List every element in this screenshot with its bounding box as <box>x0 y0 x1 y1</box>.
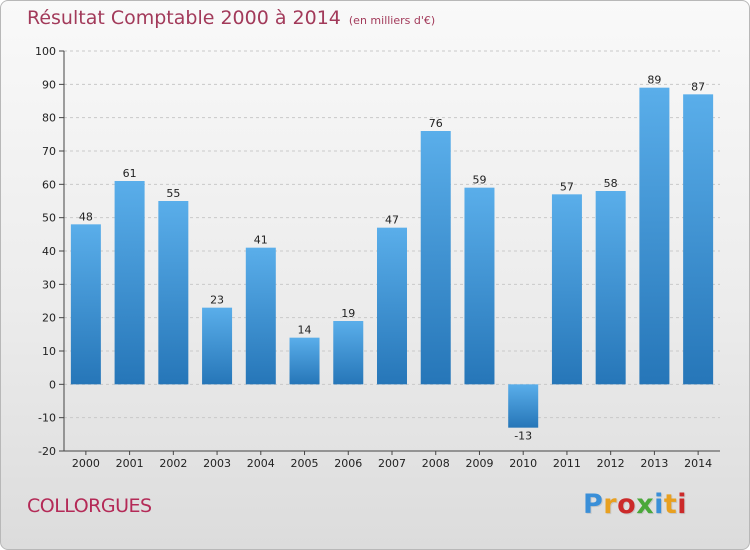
bar <box>158 201 189 385</box>
x-tick-label: 2013 <box>640 457 668 470</box>
brand-letter: t <box>663 489 678 520</box>
data-label: -13 <box>514 430 532 443</box>
x-tick-label: 2000 <box>72 457 100 470</box>
bar <box>595 191 626 385</box>
y-tick-label: 0 <box>49 378 56 391</box>
x-tick-label: 2007 <box>378 457 406 470</box>
bar <box>464 187 495 385</box>
x-tick-label: 2012 <box>597 457 625 470</box>
bar <box>333 321 364 385</box>
data-label: 19 <box>341 307 355 320</box>
data-label: 47 <box>385 214 399 227</box>
bar <box>420 131 451 385</box>
data-label: 87 <box>691 80 705 93</box>
y-tick-label: 50 <box>42 212 56 225</box>
data-label: 59 <box>472 174 486 187</box>
y-tick-label: 90 <box>42 78 56 91</box>
brand-letter: i <box>654 489 664 520</box>
x-tick-label: 2010 <box>509 457 537 470</box>
x-tick-label: 2003 <box>203 457 231 470</box>
data-label: 57 <box>560 180 574 193</box>
y-tick-label: -10 <box>38 412 56 425</box>
data-label: 41 <box>254 234 268 247</box>
bar <box>114 181 145 385</box>
data-label: 76 <box>429 117 443 130</box>
x-tick-label: 2002 <box>159 457 187 470</box>
bar <box>245 247 276 385</box>
brand-letter: i <box>677 489 688 520</box>
x-tick-label: 2009 <box>465 457 493 470</box>
bar <box>639 87 670 385</box>
y-tick-label: 100 <box>35 45 56 58</box>
x-tick-label: 2008 <box>422 457 450 470</box>
bar <box>683 94 714 385</box>
data-label: 23 <box>210 294 224 307</box>
x-tick-label: 2014 <box>684 457 712 470</box>
y-tick-label: -20 <box>38 445 56 458</box>
x-tick-label: 2011 <box>553 457 581 470</box>
y-tick-label: 40 <box>42 245 56 258</box>
x-tick-label: 2006 <box>334 457 362 470</box>
bar <box>551 194 582 385</box>
x-tick-label: 2005 <box>291 457 319 470</box>
data-label: 89 <box>647 74 661 87</box>
title-line: Résultat Comptable 2000 à 2014 (en millie… <box>27 7 435 29</box>
brand-letter: P <box>583 489 604 520</box>
y-tick-label: 20 <box>42 312 56 325</box>
y-tick-label: 30 <box>42 278 56 291</box>
data-label: 61 <box>123 167 137 180</box>
bar <box>202 307 233 385</box>
bar <box>377 227 407 385</box>
bar <box>70 224 101 385</box>
data-label: 58 <box>604 177 618 190</box>
proxiti-logo: Proxiti <box>583 489 687 520</box>
y-tick-label: 70 <box>42 145 56 158</box>
data-label: 48 <box>79 210 93 223</box>
y-tick-label: 10 <box>42 345 56 358</box>
y-tick-label: 80 <box>42 112 56 125</box>
y-tick-label: 60 <box>42 178 56 191</box>
commune-name: COLLORGUES <box>27 495 152 517</box>
brand-letter: r <box>603 489 618 520</box>
brand-letter: x <box>636 489 655 520</box>
bar <box>289 337 320 385</box>
chart-title: Résultat Comptable 2000 à 2014 <box>27 7 341 29</box>
x-tick-label: 2001 <box>116 457 144 470</box>
x-tick-label: 2004 <box>247 457 275 470</box>
bar <box>508 384 539 428</box>
chart-subtitle: (en milliers d'€) <box>348 14 436 27</box>
brand-letter: o <box>617 489 637 520</box>
data-label: 55 <box>166 187 180 200</box>
data-label: 14 <box>298 324 312 337</box>
